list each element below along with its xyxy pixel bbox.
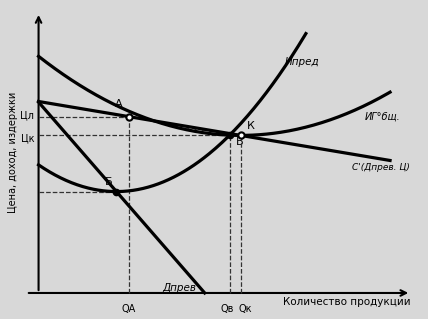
Text: Цк: Цк xyxy=(21,134,34,144)
Text: Б: Б xyxy=(104,177,112,187)
Text: Цл: Цл xyxy=(21,110,34,120)
Text: К: К xyxy=(247,121,255,131)
Text: C'(Дпрев. Ц): C'(Дпрев. Ц) xyxy=(352,163,410,172)
Text: ИГ°бщ.: ИГ°бщ. xyxy=(365,112,401,122)
Text: В: В xyxy=(236,137,244,147)
Text: Количество продукции: Количество продукции xyxy=(283,297,411,307)
Text: Цена, доход, издержки: Цена, доход, издержки xyxy=(8,92,18,213)
Text: Дпрев: Дпрев xyxy=(163,283,196,293)
Text: Qв: Qв xyxy=(221,304,234,314)
Text: Ипред: Ипред xyxy=(285,57,319,67)
Text: QА: QА xyxy=(122,304,136,314)
Text: А: А xyxy=(115,99,122,109)
Text: Qк: Qк xyxy=(238,304,252,314)
